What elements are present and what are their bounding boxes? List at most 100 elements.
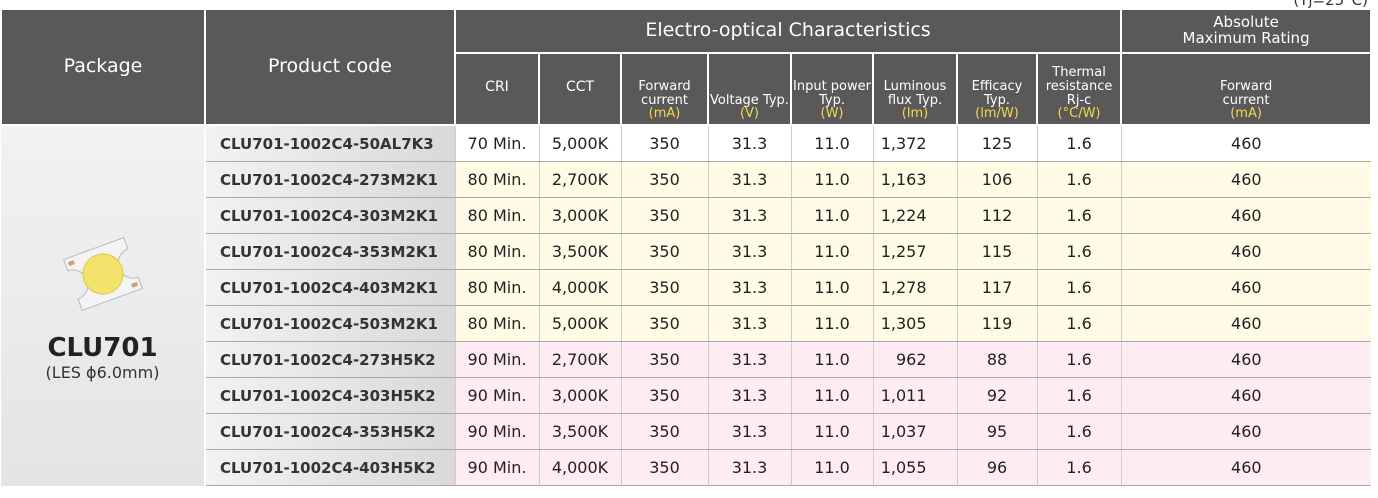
cell: 3,500K [539,234,621,270]
cell: 350 [621,414,708,450]
package-image [43,229,163,319]
unit: (lm) [874,107,956,121]
cell: 5,000K [539,306,621,342]
cell: 31.3 [708,234,791,270]
cell: 460 [1121,450,1371,486]
cell: 2,700K [539,162,621,198]
cell: 117 [957,270,1037,306]
unit: (°C/W) [1038,107,1120,121]
cell: 3,000K [539,198,621,234]
cell: 350 [621,450,708,486]
cell: 80 Min. [455,234,539,270]
cell: 350 [621,378,708,414]
header-line: Efficacy Typ. [958,80,1036,107]
cell: 1.6 [1037,342,1121,378]
product-code: CLU701-1002C4-353M2K1 [205,234,455,270]
cell: 95 [957,414,1037,450]
product-code-header: Product code [205,9,455,125]
cell: 80 Min. [455,198,539,234]
column-header: CRI [455,53,539,125]
cell: 350 [621,125,708,162]
cell: 350 [621,234,708,270]
cell: 460 [1121,125,1371,162]
cell: 1,372 [873,125,957,162]
unit: (mA) [622,107,707,121]
cell: 11.0 [791,198,873,234]
cell: 460 [1121,342,1371,378]
product-code: CLU701-1002C4-50AL7K3 [205,125,455,162]
cell: 1,278 [873,270,957,306]
cell: 460 [1121,234,1371,270]
cell: 2,700K [539,342,621,378]
cell: 125 [957,125,1037,162]
header-line: Forward [1122,80,1370,94]
header-line: Thermal [1038,66,1120,80]
cell: 11.0 [791,414,873,450]
group-header: Electro-optical Characteristics [455,9,1121,53]
cell: 106 [957,162,1037,198]
cell: 4,000K [539,270,621,306]
cell: 31.3 [708,414,791,450]
cell: 96 [957,450,1037,486]
cell: 1.6 [1037,414,1121,450]
cell: 11.0 [791,450,873,486]
cell: 112 [957,198,1037,234]
cell: 80 Min. [455,162,539,198]
cell: 90 Min. [455,378,539,414]
header-line: current [1122,94,1370,108]
unit: (lm/W) [958,107,1036,121]
cell: 1,224 [873,198,957,234]
product-code: CLU701-1002C4-403M2K1 [205,270,455,306]
cell: 11.0 [791,378,873,414]
product-code: CLU701-1002C4-303H5K2 [205,378,455,414]
header-line: Forward [622,80,707,94]
unit: (V) [709,107,790,121]
cell: 80 Min. [455,270,539,306]
column-header: Input powerTyp.(W) [791,53,873,125]
cell: 90 Min. [455,414,539,450]
cell: 11.0 [791,306,873,342]
cell: 31.3 [708,450,791,486]
cell: 11.0 [791,162,873,198]
cell: 1,257 [873,234,957,270]
cell: 962 [873,342,957,378]
package-header: Package [1,9,205,125]
cell: 350 [621,198,708,234]
cell: 350 [621,342,708,378]
cell: 5,000K [539,125,621,162]
product-code: CLU701-1002C4-503M2K1 [205,306,455,342]
cell: 1.6 [1037,378,1121,414]
header-line: Luminous [874,80,956,94]
cell: 88 [957,342,1037,378]
column-header: CCT [539,53,621,125]
cell: 1.6 [1037,198,1121,234]
cell: 119 [957,306,1037,342]
cell: 31.3 [708,342,791,378]
header-line: current [622,94,707,108]
product-code: CLU701-1002C4-303M2K1 [205,198,455,234]
header-line: resistance Rj-c [1038,80,1120,107]
package-note: (LES ϕ6.0mm) [1,363,204,382]
cell: 460 [1121,378,1371,414]
cell: 31.3 [708,125,791,162]
cell: 90 Min. [455,450,539,486]
product-code: CLU701-1002C4-273H5K2 [205,342,455,378]
package-cell: CLU701(LES ϕ6.0mm) [1,125,205,486]
header-line: Voltage Typ. [709,94,790,108]
cell: 1.6 [1037,162,1121,198]
cell: 11.0 [791,234,873,270]
cell: 1,011 [873,378,957,414]
cell: 350 [621,306,708,342]
page: (Tj=25°C) PackageProduct codeElectro-opt… [0,0,1378,498]
